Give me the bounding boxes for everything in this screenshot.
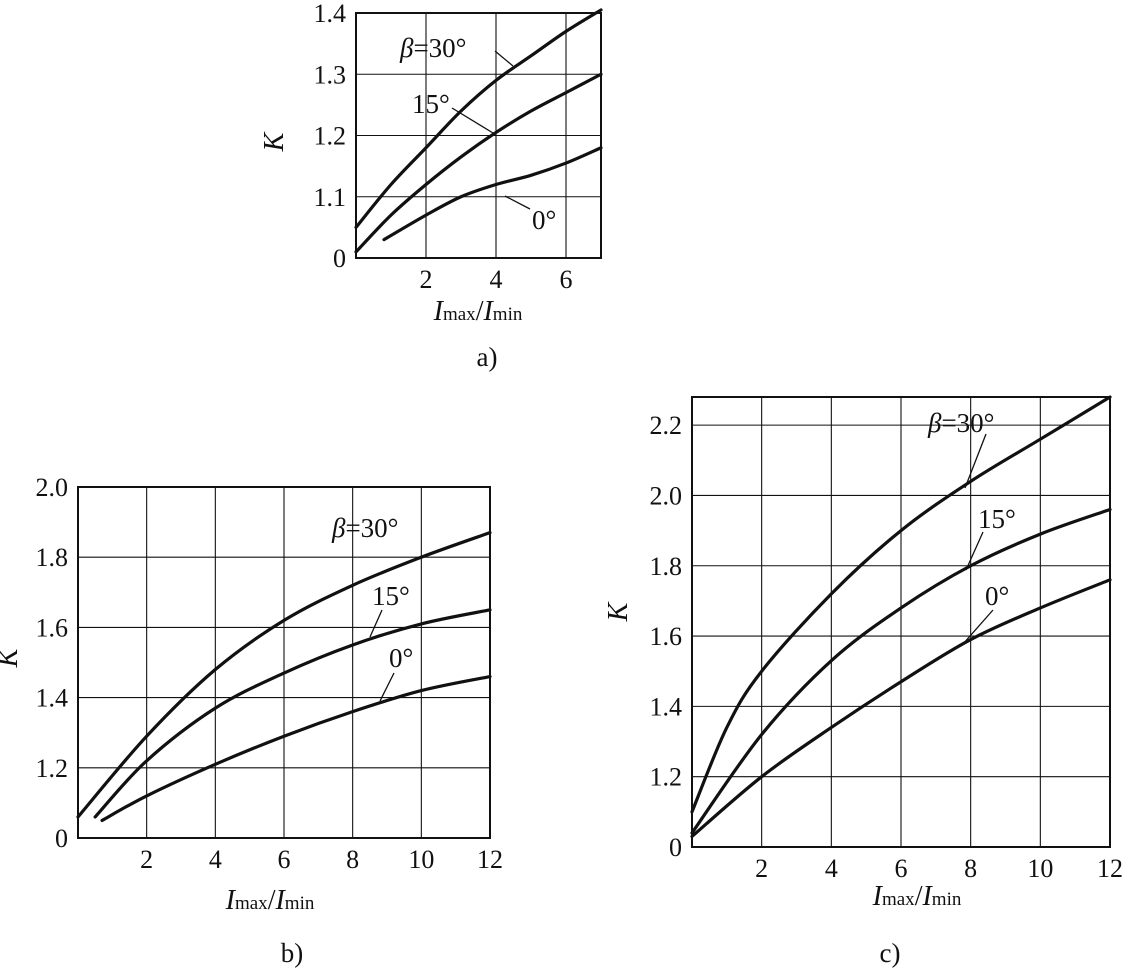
series-label: 15° (412, 89, 450, 119)
y-axis-label: K (259, 131, 290, 152)
y-tick-label: 1.3 (314, 60, 347, 89)
y-axis-label: K (0, 647, 24, 668)
series-label: 0° (532, 205, 556, 235)
y-tick-label: 1.6 (36, 613, 69, 642)
x-tick-label: 6 (560, 265, 573, 294)
series-line-2 (690, 578, 1112, 839)
y-tick-label: 1.8 (650, 552, 683, 581)
series-label: β=30° (399, 33, 466, 63)
y-tick-label: 2.2 (650, 411, 683, 440)
y-tick-label: 1.4 (314, 0, 347, 28)
x-axis-label: Imax/Imin (433, 296, 523, 327)
x-tick-label: 6 (895, 854, 908, 883)
panel-label: c) (880, 938, 901, 968)
series-line-1 (690, 507, 1112, 835)
series-line-1 (93, 608, 492, 819)
y-tick-label: 1.1 (314, 183, 347, 212)
x-axis-label: Imax/Imin (225, 885, 315, 916)
series-label: 15° (372, 581, 410, 611)
series-line-1 (354, 72, 603, 254)
y-tick-label: 1.4 (650, 692, 683, 721)
x-tick-label: 2 (420, 265, 433, 294)
y-tick-label: 0 (669, 833, 682, 862)
y-tick-label: 1.6 (650, 622, 683, 651)
series-line-2 (382, 146, 603, 242)
x-tick-label: 8 (346, 845, 359, 874)
series-label: β=30° (927, 408, 994, 438)
y-tick-label: 2.0 (36, 473, 69, 502)
chart-panel-b: 2 4 6 8 10 12 0 1.2 1.4 1.6 1.8 2.0 β=30° 15° 0° K Imax/… (0, 473, 503, 968)
x-tick-label: 6 (278, 845, 291, 874)
y-tick-label: 1.2 (36, 754, 69, 783)
series-label: 0° (389, 643, 413, 673)
x-tick-label: 12 (477, 845, 503, 874)
series-label-leader (369, 609, 383, 638)
panel-label: a) (477, 342, 498, 372)
y-tick-label: 1.8 (36, 543, 69, 572)
x-tick-label: 2 (755, 854, 768, 883)
x-tick-label: 10 (408, 845, 434, 874)
x-axis-label: Imax/Imin (872, 881, 962, 912)
y-tick-label: 1.2 (314, 122, 347, 151)
series-label: 15° (978, 504, 1016, 534)
series-label-leader (451, 107, 494, 134)
series-label-leader (494, 50, 514, 67)
plot-frame (355, 12, 602, 259)
series-line-2 (100, 674, 492, 823)
chart-panel-a: 2 4 6 0 1.1 1.2 1.3 1.4 β=30° 15° 0° K Imax/Imin a) (259, 0, 603, 372)
plot-frame (77, 486, 491, 839)
y-axis-label: K (603, 601, 634, 622)
series-line-0 (354, 8, 603, 229)
x-tick-label: 12 (1097, 854, 1123, 883)
y-tick-label: 1.2 (650, 763, 683, 792)
x-tick-label: 8 (964, 854, 977, 883)
series-label-leader (379, 672, 395, 702)
x-tick-label: 4 (209, 845, 222, 874)
series-label-leader (962, 609, 994, 645)
y-tick-label: 2.0 (650, 481, 683, 510)
series-label-leader (965, 531, 984, 571)
x-tick-label: 2 (140, 845, 153, 874)
panel-label: b) (281, 938, 304, 968)
x-tick-label: 10 (1027, 854, 1053, 883)
plot-frame (691, 396, 1111, 848)
series-line-0 (690, 395, 1112, 814)
chart-panel-c: 2 4 6 8 10 12 0 1.2 1.4 1.6 1.8 2.0 2.2 β=30° 15° 0° K Im… (603, 395, 1123, 968)
series-label: 0° (985, 581, 1009, 611)
series-label-leader (964, 433, 987, 489)
series-label: β=30° (331, 513, 398, 543)
y-tick-label: 1.4 (36, 684, 69, 713)
x-tick-label: 4 (490, 265, 503, 294)
y-tick-label: 0 (333, 244, 346, 273)
x-tick-label: 4 (825, 854, 838, 883)
series-label-leader (504, 195, 531, 210)
series-line-0 (76, 531, 492, 819)
y-tick-label: 0 (55, 824, 68, 853)
